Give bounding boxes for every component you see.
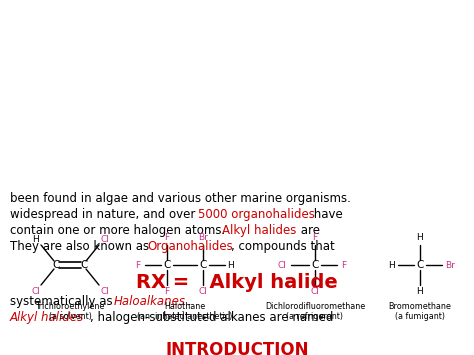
Text: Cl: Cl — [32, 288, 40, 296]
Text: Organohalides: Organohalides — [147, 240, 233, 253]
Text: C: C — [416, 260, 424, 270]
Text: Br: Br — [198, 234, 208, 242]
Text: Cl: Cl — [310, 288, 319, 296]
Text: , halogen-substituted alkanes are named: , halogen-substituted alkanes are named — [90, 311, 333, 324]
Text: H: H — [417, 288, 423, 296]
Text: Alkyl halides: Alkyl halides — [10, 311, 84, 324]
Text: H: H — [228, 261, 234, 269]
Text: F: F — [164, 288, 170, 296]
Text: Dichlorodifluoromethane
(a refrigerant): Dichlorodifluoromethane (a refrigerant) — [265, 302, 365, 321]
Text: H: H — [389, 261, 395, 269]
Text: are: are — [297, 224, 320, 237]
Text: C: C — [199, 260, 207, 270]
Text: been found in algae and various other marine organisms.: been found in algae and various other ma… — [10, 192, 351, 205]
Text: They are also known as: They are also known as — [10, 240, 153, 253]
Text: Br: Br — [445, 261, 455, 269]
Text: F: F — [312, 234, 318, 242]
Text: Cl: Cl — [199, 288, 208, 296]
Text: C: C — [52, 260, 60, 270]
Text: Cl: Cl — [278, 261, 286, 269]
Text: F: F — [136, 261, 141, 269]
Text: .: . — [184, 295, 191, 308]
Text: C: C — [80, 260, 88, 270]
Text: F: F — [341, 261, 346, 269]
Text: INTRODUCTION: INTRODUCTION — [165, 341, 309, 355]
Text: widespread in nature, and over: widespread in nature, and over — [10, 208, 199, 221]
Text: RX =   Alkyl halide: RX = Alkyl halide — [136, 273, 338, 292]
Text: C: C — [311, 260, 319, 270]
Text: systematically as: systematically as — [10, 295, 117, 308]
Text: Haloalkanes: Haloalkanes — [114, 295, 186, 308]
Text: C: C — [164, 260, 171, 270]
Text: Trichloroethylene
(a solvent): Trichloroethylene (a solvent) — [35, 302, 105, 321]
Text: Alkyl halides: Alkyl halides — [222, 224, 296, 237]
Text: 5000 organohalides: 5000 organohalides — [198, 208, 315, 221]
Text: F: F — [164, 234, 170, 242]
Text: contain one or more halogen atoms.: contain one or more halogen atoms. — [10, 224, 229, 237]
Text: , compounds that: , compounds that — [231, 240, 335, 253]
Text: H: H — [33, 235, 39, 244]
Text: Bromomethane
(a fumigant): Bromomethane (a fumigant) — [389, 302, 451, 321]
Text: have: have — [310, 208, 343, 221]
Text: H: H — [417, 234, 423, 242]
Text: Cl: Cl — [100, 288, 109, 296]
Text: Cl: Cl — [100, 235, 109, 244]
Text: Halothane
(an  inhaled anesthetic): Halothane (an inhaled anesthetic) — [137, 302, 233, 321]
